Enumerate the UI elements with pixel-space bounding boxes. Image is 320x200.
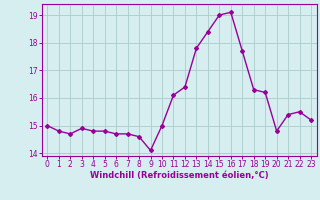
X-axis label: Windchill (Refroidissement éolien,°C): Windchill (Refroidissement éolien,°C)	[90, 171, 268, 180]
